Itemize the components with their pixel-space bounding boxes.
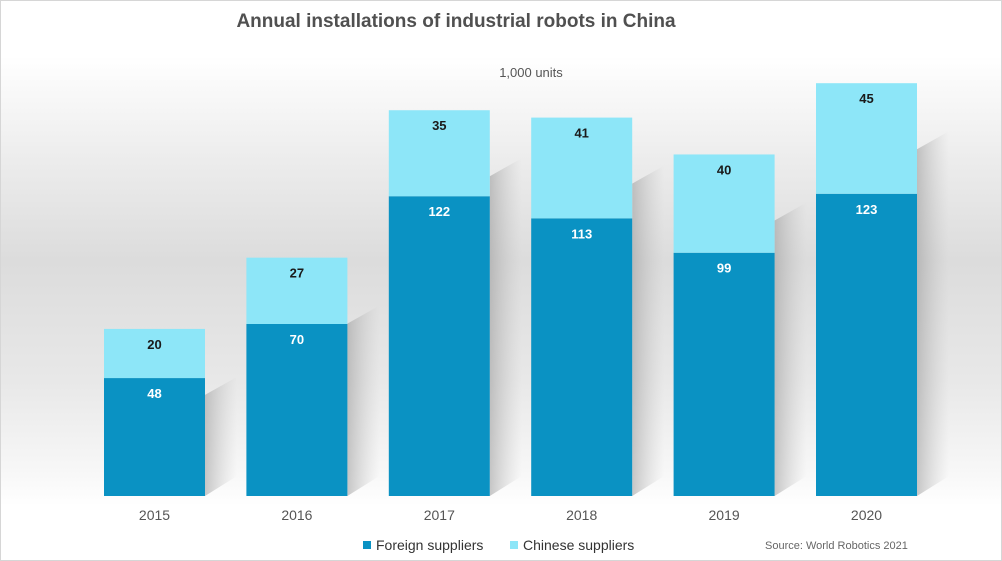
legend-swatch-chinese	[510, 541, 518, 549]
bar-chinese-2015	[104, 328, 205, 379]
bar-chinese-2020	[816, 83, 917, 194]
data-label-chinese-2020: 45	[859, 91, 873, 106]
bar-chinese-2017	[388, 110, 490, 197]
bar-chinese-2018	[531, 117, 633, 219]
bar-shadow-2018	[632, 165, 665, 496]
bar-foreign-2019	[673, 252, 775, 496]
data-label-foreign-2020: 123	[856, 202, 878, 217]
data-label-chinese-2019: 40	[717, 162, 731, 177]
bar-foreign-2018	[531, 218, 633, 497]
x-tick-2020: 2020	[851, 507, 882, 523]
bar-foreign-2017	[388, 196, 490, 496]
chart-title: Annual installations of industrial robot…	[236, 11, 676, 32]
chart-plot: 48 20 70 27 122 35 113 41 99 40 123 45 2015 2016 2017…	[104, 83, 949, 523]
bar-foreign-2016	[246, 324, 348, 496]
data-labels: 48 20 70 27 122 35 113 41 99 40 123 45	[147, 91, 877, 401]
data-label-foreign-2016: 70	[290, 332, 304, 347]
bar-shadow-2016	[347, 305, 380, 496]
legend-label-foreign: Foreign suppliers	[376, 537, 484, 553]
x-tick-2017: 2017	[424, 507, 455, 523]
data-label-chinese-2015: 20	[147, 337, 161, 352]
x-tick-2015: 2015	[139, 507, 170, 523]
x-tick-2016: 2016	[281, 507, 312, 523]
bar-foreign-2020	[816, 193, 917, 496]
bar-foreign-2015	[104, 378, 205, 496]
bar-shadow-2015	[205, 376, 237, 496]
data-label-chinese-2018: 41	[574, 126, 588, 141]
unit-label: 1,000 units	[499, 65, 563, 80]
data-label-foreign-2017: 122	[428, 204, 450, 219]
data-label-foreign-2015: 48	[147, 386, 161, 401]
bar-shadow-2017	[489, 158, 522, 496]
data-label-foreign-2018: 113	[571, 226, 592, 241]
data-label-chinese-2016: 27	[290, 266, 304, 281]
legend-item-foreign: Foreign suppliers	[363, 537, 483, 553]
data-label-chinese-2017: 35	[432, 118, 446, 133]
legend-swatch-foreign	[363, 541, 371, 549]
legend-item-chinese: Chinese suppliers	[510, 537, 634, 553]
bar-chinese-2019	[673, 154, 775, 253]
bar-shadow-2020	[917, 131, 949, 496]
x-tick-2018: 2018	[566, 507, 597, 523]
bar-chinese-2016	[246, 257, 348, 324]
x-tick-2019: 2019	[709, 507, 740, 523]
bars	[104, 83, 917, 497]
bar-shadows	[205, 131, 949, 496]
legend-label-chinese: Chinese suppliers	[523, 537, 635, 553]
x-axis-ticks: 2015 2016 2017 2018 2019 2020	[139, 507, 882, 523]
source-note: Source: World Robotics 2021	[765, 540, 908, 552]
bar-shadow-2019	[774, 202, 807, 496]
data-label-foreign-2019: 99	[717, 261, 731, 276]
